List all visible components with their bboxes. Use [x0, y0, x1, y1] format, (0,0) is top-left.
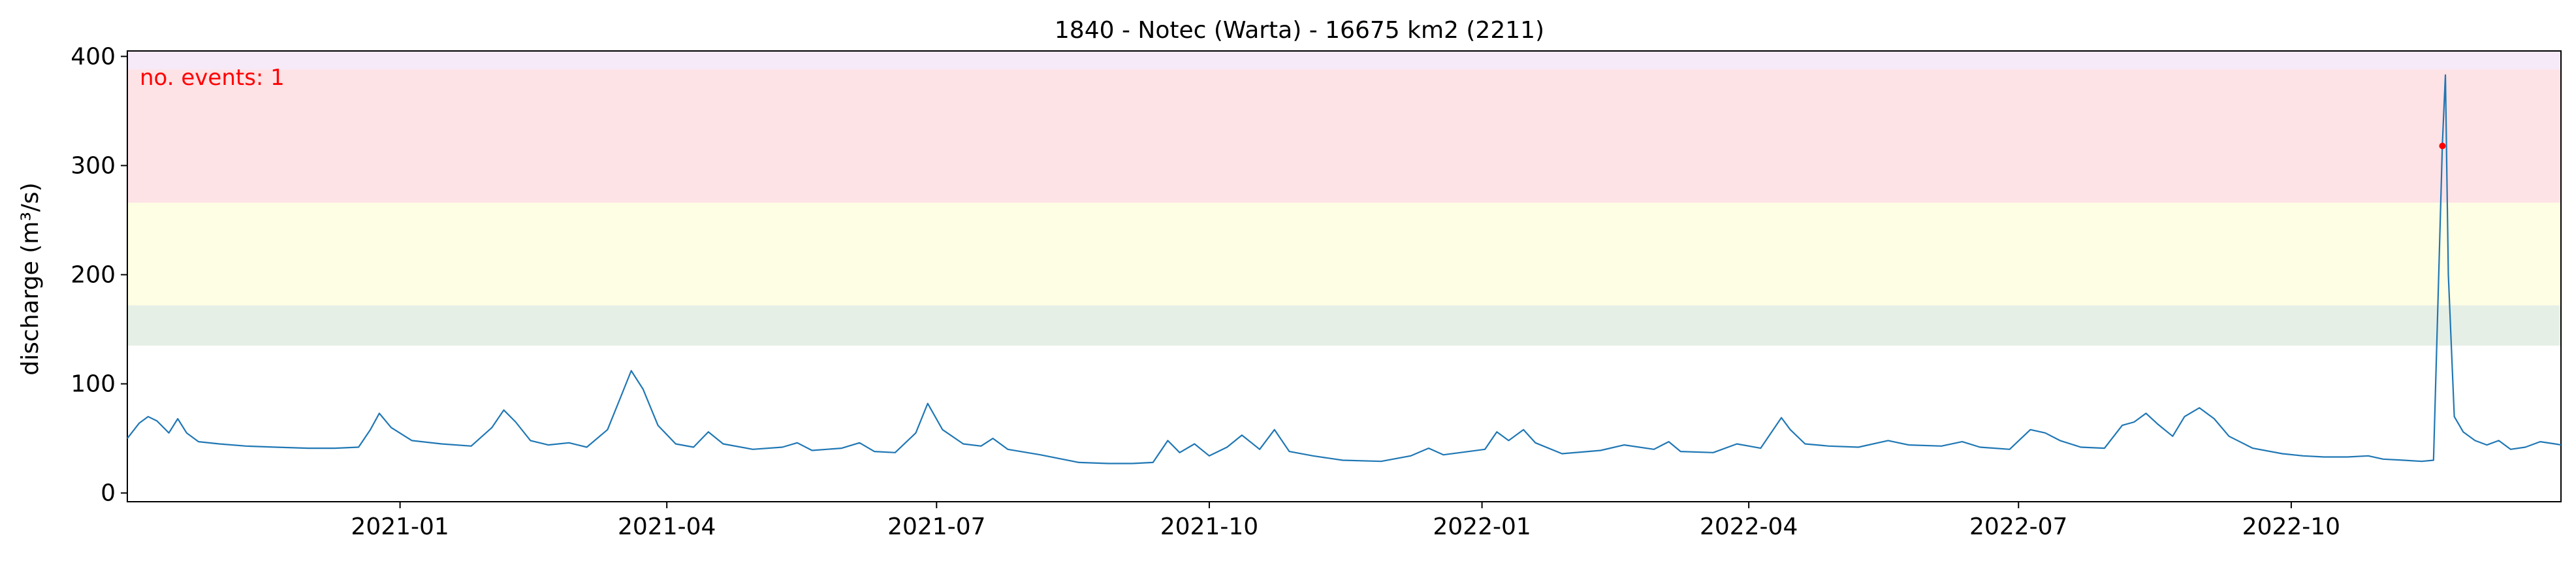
- x-tick-label-2022-01: 2022-01: [1433, 513, 1531, 540]
- event-count-annotation: no. events: 1: [140, 65, 285, 91]
- x-tick-label-2021-04: 2021-04: [618, 513, 716, 540]
- threshold-band-2: [127, 69, 2561, 203]
- plot-frame: [127, 50, 2562, 502]
- y-tick-label-200: 200: [71, 261, 116, 288]
- series-group: [127, 74, 2562, 464]
- y-tick-label-0: 0: [101, 480, 116, 507]
- x-tick-label-2022-04: 2022-04: [1700, 513, 1798, 540]
- event-marker: [2439, 142, 2446, 150]
- threshold-band-0: [127, 305, 2561, 346]
- x-tick-label-2022-07: 2022-07: [1969, 513, 2067, 540]
- discharge-line-0: [127, 74, 2562, 464]
- x-tick-label-2021-10: 2021-10: [1160, 513, 1258, 540]
- axes: 0 100 200 300 400 2021-01 2021-04 2021-07 2021-1…: [71, 43, 2562, 540]
- threshold-bands: [127, 51, 2561, 346]
- chart-title: 1840 - Notec (Warta) - 16675 km2 (2211): [1055, 17, 1544, 44]
- y-tick-label-400: 400: [71, 43, 116, 70]
- y-tick-label-100: 100: [71, 371, 116, 398]
- threshold-band-1: [127, 203, 2561, 306]
- y-tick-label-300: 300: [71, 152, 116, 179]
- x-tick-label-2022-10: 2022-10: [2242, 513, 2340, 540]
- y-axis-label: discharge (m³/s): [17, 182, 44, 375]
- x-tick-label-2021-01: 2021-01: [351, 513, 449, 540]
- threshold-band-3: [127, 51, 2561, 70]
- x-tick-label-2021-07: 2021-07: [887, 513, 985, 540]
